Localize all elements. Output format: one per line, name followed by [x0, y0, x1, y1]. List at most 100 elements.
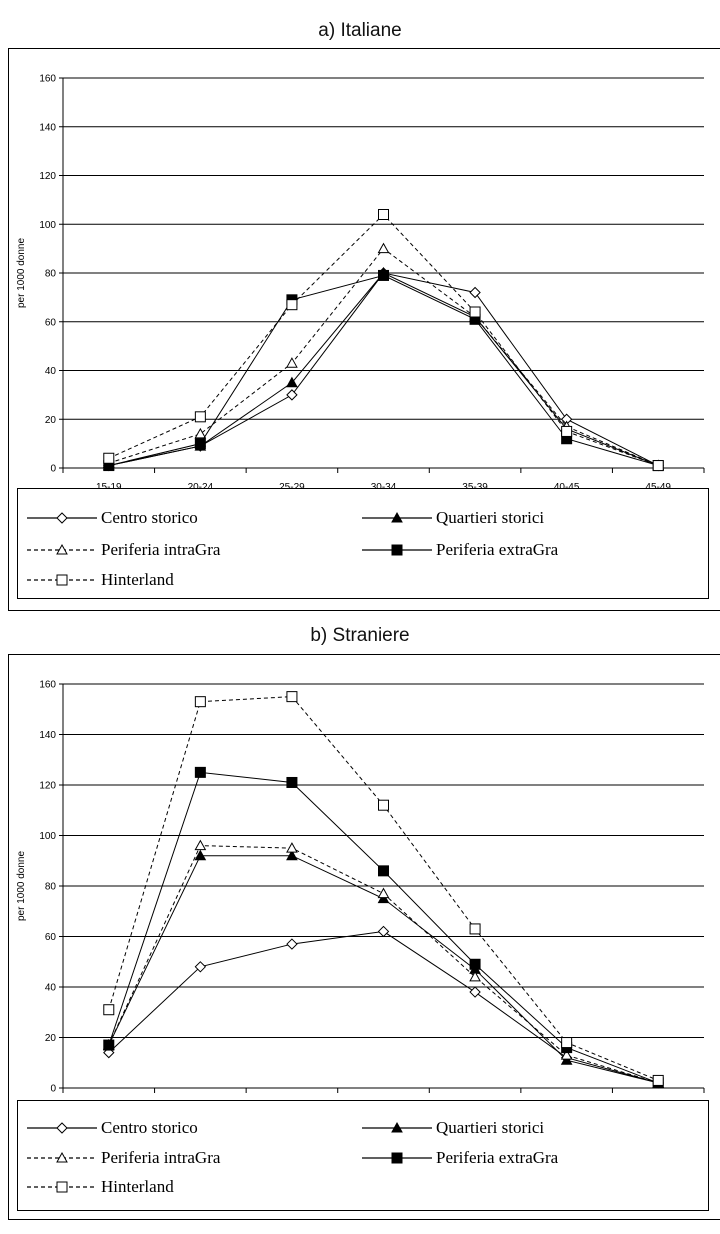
- legend-label: Periferia intraGra: [101, 540, 221, 559]
- legend-marker: [56, 512, 68, 524]
- y-tick-label: 100: [39, 831, 56, 842]
- y-tick-label: 160: [39, 680, 56, 691]
- legend-marker: [391, 544, 403, 556]
- y-tick-label: 80: [45, 882, 57, 893]
- legend-label: Centro storico: [101, 1118, 198, 1137]
- y-tick-label: 40: [45, 366, 57, 377]
- data-point-periferia-extragra: [194, 438, 206, 450]
- legend-label: Quartieri storici: [436, 1118, 544, 1137]
- legend-marker: [56, 1122, 68, 1134]
- legend-item-periferia-intragra: Periferia intraGra: [27, 540, 221, 559]
- data-point-centro-storico: [286, 938, 298, 950]
- data-point-periferia-intragra: [560, 1049, 573, 1060]
- data-point-hinterland: [194, 696, 206, 708]
- y-axis-label: per 1000 donne: [16, 851, 27, 922]
- data-point-quartieri-storici: [194, 849, 207, 861]
- data-point-periferia-intragra: [377, 887, 390, 899]
- data-point-centro-storico: [286, 389, 298, 401]
- legend-item-periferia-extragra: Periferia extraGra: [362, 1148, 559, 1167]
- legend-item-quartieri-storici: Quartieri storici: [362, 1118, 544, 1137]
- legend-item-periferia-extragra: Periferia extraGra: [362, 540, 559, 559]
- legend-marker: [56, 1181, 68, 1193]
- y-tick-label: 160: [39, 74, 56, 85]
- legend-marker: [56, 1151, 68, 1163]
- data-point-periferia-extragra: [103, 1039, 115, 1051]
- data-point-quartieri-storici: [560, 1054, 573, 1065]
- y-tick-label: 80: [45, 269, 57, 280]
- data-point-quartieri-storici: [286, 376, 298, 388]
- data-point-hinterland: [286, 299, 298, 311]
- y-tick-label: 60: [45, 317, 57, 328]
- legend-marker: [56, 543, 68, 555]
- legend-item-hinterland: Hinterland: [27, 570, 174, 589]
- chart-a-title: a) Italiane: [318, 20, 402, 41]
- y-tick-label: 20: [45, 415, 57, 426]
- series-hinterland: [103, 691, 664, 1086]
- legend-item-centro-storico: Centro storico: [27, 508, 198, 527]
- legend-label: Periferia extraGra: [436, 540, 559, 559]
- chart-b: 02040608010012014016015-1920-2425-2930-3…: [8, 654, 720, 1220]
- chart-a: 0 20 40 60 80 100 120 140 160 15-19 20-24 25-29 30-3…: [8, 48, 720, 611]
- data-point-hinterland: [561, 425, 573, 437]
- data-point-hinterland: [652, 460, 664, 472]
- gridlines: [59, 77, 704, 469]
- data-point-periferia-extragra: [194, 766, 206, 778]
- legend-label: Hinterland: [101, 570, 174, 589]
- data-point-centro-storico: [194, 961, 207, 973]
- legend: Centro storico Quartieri storici Periferia…: [17, 1100, 709, 1211]
- legend-marker: [391, 1121, 403, 1133]
- chart-b-title: b) Straniere: [310, 625, 410, 646]
- legend-box: [17, 1100, 709, 1211]
- data-point-periferia-extragra: [378, 865, 389, 877]
- y-tick-label: 120: [39, 171, 56, 182]
- x-tick-label: 20-24: [188, 482, 214, 493]
- y-tick-label: 100: [39, 220, 56, 231]
- gridlines: [59, 683, 704, 1089]
- data-point-periferia-intragra: [286, 842, 298, 853]
- legend-label: Periferia extraGra: [436, 1148, 559, 1167]
- data-point-centro-storico: [377, 925, 390, 938]
- data-point-periferia-extragra: [286, 776, 298, 788]
- legend-marker: [391, 1152, 403, 1164]
- data-point-periferia-intragra: [194, 427, 207, 439]
- legend-item-centro-storico: Centro storico: [27, 1118, 198, 1137]
- data-point-hinterland: [103, 1004, 115, 1016]
- data-point-hinterland: [561, 1037, 573, 1049]
- x-tick-label: 45-49: [645, 482, 671, 493]
- legend-label: Quartieri storici: [436, 508, 544, 527]
- data-point-periferia-extragra: [378, 269, 389, 281]
- data-point-hinterland: [194, 411, 206, 423]
- y-tick-label: 0: [50, 464, 56, 475]
- data-point-hinterland: [378, 799, 389, 811]
- y-tick-label: 140: [39, 122, 56, 133]
- data-point-hinterland: [652, 1074, 664, 1086]
- data-point-hinterland: [469, 306, 481, 318]
- x-tick-label: 15-19: [96, 482, 122, 493]
- x-tick-label: 30-34: [371, 482, 397, 493]
- data-point-quartieri-storici: [286, 849, 298, 861]
- data-point-periferia-extragra: [469, 958, 481, 970]
- x-tick-label: 40-45: [554, 482, 580, 493]
- data-point-periferia-intragra: [377, 242, 390, 254]
- data-point-hinterland: [103, 452, 115, 464]
- legend-marker: [391, 511, 403, 523]
- legend-label: Hinterland: [101, 1177, 174, 1196]
- legend-item-periferia-intragra: Periferia intraGra: [27, 1148, 221, 1167]
- y-tick-label: 40: [45, 983, 57, 994]
- y-tick-label: 0: [50, 1084, 56, 1095]
- legend-label: Periferia intraGra: [101, 1148, 221, 1167]
- data-point-periferia-intragra: [286, 357, 298, 368]
- data-point-periferia-intragra: [194, 839, 207, 851]
- x-tick-label: 25-29: [279, 482, 305, 493]
- data-point-quartieri-storici: [377, 892, 390, 904]
- x-tick-label: 35-39: [462, 482, 488, 493]
- y-tick-label: 60: [45, 932, 57, 943]
- legend-label: Centro storico: [101, 508, 198, 527]
- data-point-hinterland: [469, 923, 481, 935]
- data-point-periferia-intragra: [469, 970, 481, 982]
- data-point-centro-storico: [469, 986, 481, 998]
- legend-marker: [56, 574, 68, 586]
- series-hinterland: [103, 209, 664, 472]
- y-tick-label: 120: [39, 781, 56, 792]
- legend: Centro storico Quartieri storici Periferia…: [17, 488, 709, 599]
